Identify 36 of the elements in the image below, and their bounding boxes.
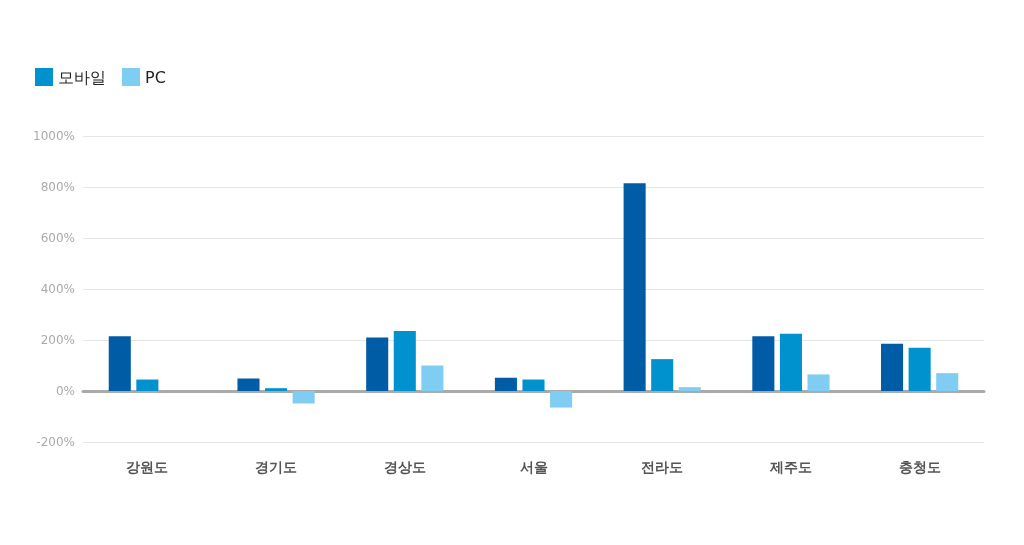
x-tick-label: 경상도 <box>383 459 426 475</box>
y-tick-label: 800% <box>40 180 75 194</box>
y-tick-label: 400% <box>40 282 75 296</box>
x-tick-label: 강원도 <box>126 459 169 475</box>
y-tick-label: -200% <box>36 435 75 449</box>
bar <box>421 365 444 391</box>
x-tick-label: 경기도 <box>255 459 298 475</box>
bar <box>265 388 288 391</box>
bar <box>936 373 959 391</box>
x-tick-label: 충청도 <box>898 459 941 475</box>
bar <box>366 337 389 391</box>
bar <box>108 336 131 391</box>
y-tick-label: 1000% <box>33 129 75 143</box>
bar <box>136 379 159 391</box>
x-tick-label: 서울 <box>519 459 548 475</box>
bar <box>752 336 775 391</box>
bar <box>651 359 674 391</box>
legend-label: PC <box>145 67 166 87</box>
y-tick-label: 600% <box>40 231 75 245</box>
y-tick-label: 0% <box>55 384 75 398</box>
bar <box>881 343 904 391</box>
bar <box>908 347 931 391</box>
x-tick-label: 전라도 <box>641 459 684 475</box>
bar <box>393 331 416 391</box>
bar <box>807 374 830 391</box>
bar <box>292 391 315 404</box>
bar <box>678 387 701 391</box>
bar <box>522 379 545 391</box>
legend-label: 모바일 <box>58 67 106 87</box>
bar <box>623 183 646 391</box>
bar <box>779 333 802 391</box>
x-tick-label: 제주도 <box>768 459 812 475</box>
bar <box>237 378 260 391</box>
y-tick-label: 200% <box>40 333 75 347</box>
bar <box>494 377 517 391</box>
bar <box>550 391 573 408</box>
